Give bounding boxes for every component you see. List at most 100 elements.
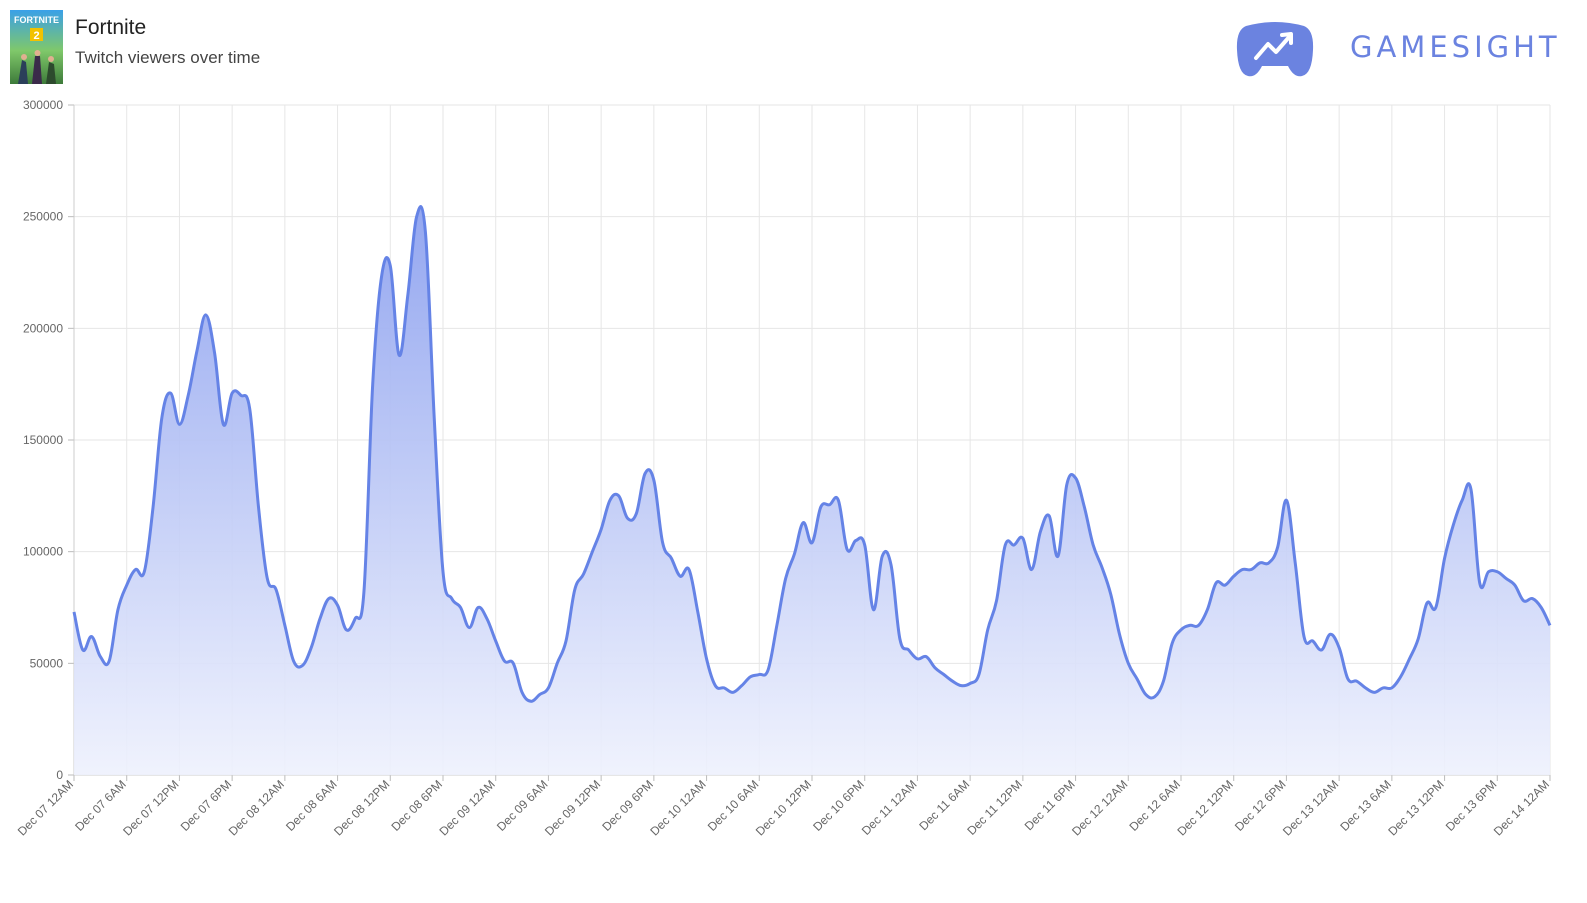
x-tick-label: Dec 12 12AM bbox=[1069, 777, 1130, 838]
x-tick-label: Dec 11 6AM bbox=[916, 777, 972, 833]
series-line bbox=[72, 205, 1552, 703]
y-tick-label: 100000 bbox=[23, 545, 63, 559]
data-point bbox=[99, 655, 101, 657]
data-point bbox=[556, 662, 558, 664]
data-point bbox=[1452, 524, 1454, 526]
data-point bbox=[916, 658, 918, 660]
x-tick-label: Dec 09 6AM bbox=[494, 777, 551, 834]
data-point bbox=[609, 499, 611, 501]
data-point bbox=[881, 555, 883, 557]
data-point bbox=[240, 394, 242, 396]
data-point bbox=[503, 660, 505, 662]
data-point bbox=[530, 700, 532, 702]
data-point bbox=[1013, 544, 1015, 546]
data-point bbox=[196, 349, 198, 351]
data-point bbox=[407, 294, 409, 296]
data-point bbox=[899, 638, 901, 640]
data-point bbox=[161, 416, 163, 418]
x-tick-label: Dec 09 12AM bbox=[437, 777, 498, 838]
data-point bbox=[1338, 647, 1340, 649]
data-point bbox=[257, 506, 259, 508]
data-point bbox=[960, 684, 962, 686]
data-point bbox=[1092, 544, 1094, 546]
data-point bbox=[1399, 676, 1401, 678]
thumb-title-text: FORTNITE bbox=[14, 15, 59, 25]
data-point bbox=[336, 604, 338, 606]
data-point bbox=[301, 664, 303, 666]
data-point bbox=[767, 669, 769, 671]
x-tick-label: Dec 12 6PM bbox=[1232, 777, 1289, 834]
data-point bbox=[1470, 488, 1472, 490]
data-point bbox=[442, 571, 444, 573]
x-tick-label: Dec 13 12AM bbox=[1280, 777, 1341, 838]
data-point bbox=[1276, 546, 1278, 548]
data-point bbox=[811, 542, 813, 544]
data-point bbox=[1514, 584, 1516, 586]
data-point bbox=[1479, 582, 1481, 584]
y-tick-label: 250000 bbox=[23, 210, 63, 224]
data-point bbox=[249, 408, 251, 410]
data-point bbox=[275, 588, 277, 590]
data-point bbox=[793, 553, 795, 555]
data-point bbox=[1101, 566, 1103, 568]
x-tick-label: Dec 13 6PM bbox=[1443, 777, 1500, 834]
y-tick-label: 150000 bbox=[23, 433, 63, 447]
data-point bbox=[1189, 624, 1191, 626]
data-point bbox=[934, 667, 936, 669]
data-point bbox=[749, 676, 751, 678]
x-tick-label: Dec 10 12AM bbox=[647, 777, 708, 838]
data-point bbox=[1039, 530, 1041, 532]
data-point bbox=[600, 528, 602, 530]
data-point bbox=[143, 571, 145, 573]
data-point bbox=[451, 597, 453, 599]
game-cover-thumbnail: FORTNITE 2 bbox=[10, 10, 63, 84]
x-tick-label: Dec 14 12AM bbox=[1491, 777, 1552, 838]
data-point bbox=[468, 626, 470, 628]
data-point bbox=[1233, 575, 1235, 577]
data-point bbox=[1127, 662, 1129, 664]
data-point bbox=[1241, 568, 1243, 570]
data-point bbox=[266, 577, 268, 579]
thumb-badge-text: 2 bbox=[33, 30, 39, 42]
data-point bbox=[231, 392, 233, 394]
x-tick-label: Dec 08 6AM bbox=[283, 777, 340, 834]
data-point bbox=[978, 673, 980, 675]
data-point bbox=[134, 568, 136, 570]
x-tick-label: Dec 09 12PM bbox=[542, 777, 603, 838]
data-point bbox=[310, 647, 312, 649]
x-tick-label: Dec 07 6AM bbox=[72, 777, 129, 834]
data-point bbox=[1320, 649, 1322, 651]
data-point bbox=[205, 314, 207, 316]
data-point bbox=[73, 611, 75, 613]
data-point bbox=[1057, 555, 1059, 557]
x-tick-label: Dec 11 12AM bbox=[859, 777, 920, 838]
x-tick-label: Dec 08 12AM bbox=[226, 777, 287, 838]
data-point bbox=[1408, 658, 1410, 660]
data-point bbox=[1391, 687, 1393, 689]
data-point bbox=[1443, 557, 1445, 559]
data-point bbox=[1531, 597, 1533, 599]
data-point bbox=[354, 617, 356, 619]
data-point bbox=[582, 573, 584, 575]
data-point bbox=[1083, 506, 1085, 508]
data-point bbox=[1206, 609, 1208, 611]
y-tick-label: 300000 bbox=[23, 98, 63, 112]
data-point bbox=[538, 693, 540, 695]
x-tick-label: Dec 12 12PM bbox=[1175, 777, 1236, 838]
data-point bbox=[846, 548, 848, 550]
data-point bbox=[424, 231, 426, 233]
data-point bbox=[855, 539, 857, 541]
data-point bbox=[1303, 635, 1305, 637]
data-point bbox=[486, 617, 488, 619]
x-tick-label: Dec 10 6PM bbox=[810, 777, 867, 834]
data-point bbox=[907, 649, 909, 651]
data-point bbox=[697, 611, 699, 613]
data-point bbox=[82, 649, 84, 651]
data-point bbox=[574, 588, 576, 590]
data-point bbox=[1066, 483, 1068, 485]
data-point bbox=[152, 506, 154, 508]
data-point bbox=[1074, 477, 1076, 479]
data-point bbox=[1224, 584, 1226, 586]
data-point bbox=[591, 550, 593, 552]
data-point bbox=[987, 629, 989, 631]
